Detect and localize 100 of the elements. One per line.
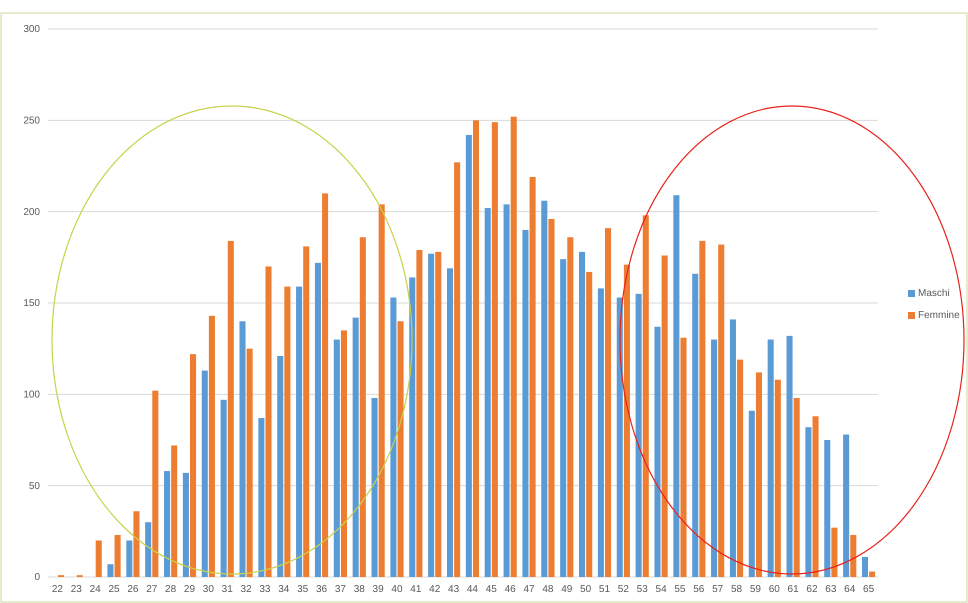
bar: [239, 321, 246, 577]
x-tick-label: 26: [127, 584, 139, 596]
bar: [133, 511, 140, 577]
x-tick-label: 28: [165, 584, 177, 596]
bar: [560, 259, 566, 577]
x-tick-label: 51: [598, 584, 610, 596]
bar: [152, 390, 158, 577]
bar: [265, 266, 272, 577]
bar: [504, 204, 510, 577]
bar: [378, 204, 385, 577]
bar: [579, 252, 586, 577]
bar: [605, 228, 612, 577]
bar: [182, 472, 189, 577]
x-tick-label: 52: [618, 584, 630, 596]
y-tick-label: 200: [23, 206, 40, 218]
x-tick-label: 47: [523, 584, 536, 596]
bar: [484, 208, 491, 577]
bar: [114, 534, 121, 577]
x-tick-label: 24: [90, 584, 102, 596]
bar: [398, 321, 404, 577]
y-tick-label: 100: [23, 390, 40, 401]
bar: [737, 360, 744, 577]
bar: [360, 237, 366, 577]
x-tick-label: 62: [806, 584, 818, 596]
bar: [492, 122, 498, 577]
bar: [642, 215, 649, 577]
bar: [340, 330, 347, 577]
bar: [96, 540, 102, 577]
bar: [372, 398, 378, 577]
bar: [190, 354, 196, 577]
bar: [107, 564, 114, 577]
x-tick-label: 58: [730, 584, 743, 596]
x-tick-label: 64: [844, 584, 856, 596]
bar: [850, 534, 856, 577]
bar: [699, 240, 706, 577]
x-tick-label: 44: [466, 584, 478, 596]
y-tick-label: 0: [34, 572, 40, 584]
x-tick-label: 61: [788, 584, 800, 596]
bar: [303, 246, 310, 577]
bar: [586, 272, 592, 577]
bar: [277, 356, 284, 577]
legend-label: Femmine: [918, 310, 960, 321]
bar: [673, 195, 680, 577]
y-tick-label: 50: [28, 480, 40, 492]
bar: [428, 254, 434, 577]
x-tick-label: 32: [240, 584, 252, 596]
bar: [466, 134, 472, 577]
x-tick-label: 33: [259, 584, 271, 596]
x-tick-label: 59: [750, 584, 762, 596]
bar: [530, 176, 536, 577]
x-tick-label: 48: [542, 584, 554, 596]
x-tick-label: 27: [146, 584, 158, 596]
bar: [805, 427, 812, 577]
bar: [718, 244, 724, 577]
bar: [416, 250, 422, 577]
bar: [786, 336, 793, 577]
x-tick-label: 36: [316, 584, 328, 596]
bar: [692, 274, 698, 577]
bar: [446, 268, 454, 577]
x-tick-label: 57: [712, 584, 724, 596]
bar: [869, 572, 876, 577]
x-tick-label: 56: [693, 584, 705, 596]
bar: [454, 162, 460, 577]
x-tick-label: 63: [825, 584, 837, 596]
x-tick-label: 65: [863, 584, 875, 596]
x-tick-label: 38: [354, 584, 366, 596]
bar: [812, 416, 819, 577]
x-tick-label: 55: [674, 584, 686, 596]
bar: [145, 522, 152, 577]
bar: [598, 288, 604, 577]
x-tick-label: 46: [504, 584, 516, 596]
bar: [824, 440, 830, 577]
bar: [548, 218, 554, 577]
x-tick-label: 35: [297, 584, 309, 596]
bar: [220, 400, 227, 577]
bar: [862, 556, 868, 577]
bar: [510, 116, 517, 577]
bar: [680, 338, 687, 577]
bar: [794, 398, 800, 577]
bar: [567, 237, 574, 577]
bar: [352, 318, 359, 577]
bar: [246, 348, 253, 577]
bar: [296, 286, 302, 577]
bar: [636, 294, 642, 577]
bar: [748, 410, 755, 577]
x-tick-label: 39: [372, 584, 384, 596]
bar: [314, 262, 321, 577]
x-tick-label: 22: [52, 584, 64, 596]
x-tick-label: 41: [410, 584, 422, 596]
y-tick-label: 150: [23, 298, 40, 310]
bar: [616, 298, 623, 577]
x-tick-label: 40: [391, 584, 403, 596]
y-tick-label: 250: [23, 116, 40, 127]
bar: [711, 340, 718, 577]
bar: [541, 200, 548, 577]
bar: [624, 264, 630, 577]
bar: [284, 286, 290, 577]
x-tick-label: 42: [429, 584, 441, 596]
x-tick-label: 49: [561, 584, 573, 596]
x-tick-label: 30: [202, 584, 214, 596]
